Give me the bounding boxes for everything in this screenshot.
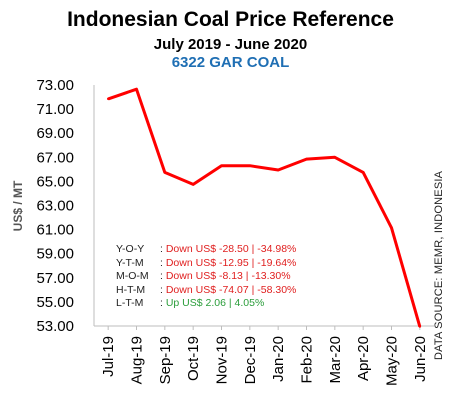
data-point — [163, 171, 167, 174]
x-tick-label: Sep-19 — [157, 336, 174, 384]
y-tick-label: 53.00 — [36, 318, 74, 335]
y-tick-label: 59.00 — [36, 246, 74, 263]
x-tick-label: Dec-19 — [242, 336, 259, 384]
x-tick-label: Oct-19 — [185, 336, 202, 381]
x-tick-label: Jun-20 — [412, 336, 429, 382]
data-point — [191, 183, 195, 186]
stat-label: M-O-M — [116, 270, 149, 282]
data-source-note: DATA SOURCE: MEMR, INDONESIA — [433, 170, 445, 360]
stat-value: Down US$ -12.95 | -19.64% — [165, 256, 297, 269]
y-axis-label: US$ / MT — [11, 180, 25, 231]
stat-row-ytm: Y-T-M: Down US$ -12.95 | -19.64% — [116, 256, 297, 269]
stat-label: Y-T-M — [116, 256, 144, 269]
data-point — [333, 156, 337, 159]
stat-value: Down US$ -28.50 | -34.98% — [165, 243, 297, 255]
data-point — [390, 226, 393, 229]
x-tick-label: Apr-20 — [355, 336, 372, 381]
x-tick-label: May-20 — [384, 336, 401, 386]
data-point — [305, 157, 308, 161]
y-tick-label: 55.00 — [36, 294, 74, 311]
y-tick-label: 63.00 — [36, 198, 74, 215]
x-tick-label: Nov-19 — [214, 336, 231, 384]
y-tick-label: 65.00 — [36, 173, 74, 190]
y-tick-label: 71.00 — [36, 101, 74, 118]
stat-value: Down US$ -8.13 | -13.30% — [165, 270, 291, 282]
x-tick-label: Jan-20 — [270, 336, 287, 382]
stat-row-mom: M-O-M: Down US$ -8.13 | -13.30% — [116, 270, 291, 282]
chart-title: Indonesian Coal Price Reference — [67, 8, 394, 31]
stat-value: Down US$ -74.07 | -58.30% — [165, 283, 297, 296]
chart-subtitle: July 2019 - June 2020 — [153, 36, 308, 53]
stat-label: Y-O-Y — [116, 243, 145, 255]
stat-label: L-T-M — [116, 297, 144, 309]
x-tick-label: Mar-20 — [327, 336, 344, 384]
data-point — [276, 168, 280, 172]
data-point — [220, 164, 223, 167]
data-point — [248, 164, 252, 167]
stat-row-htm: H-T-M: Down US$ -74.07 | -58.30% — [116, 283, 297, 296]
y-tick-label: 57.00 — [36, 270, 74, 287]
y-tick-label: 61.00 — [36, 222, 74, 239]
y-tick-label: 73.00 — [36, 77, 74, 94]
series-lines — [106, 87, 422, 328]
data-point — [418, 325, 422, 328]
data-point — [361, 171, 365, 174]
stat-row-ltm: L-T-M: Up US$ 2.06 | 4.05% — [116, 297, 265, 309]
y-tick-label: 69.00 — [36, 125, 74, 142]
data-point — [106, 97, 110, 101]
stats-box: Y-O-Y: Down US$ -28.50 | -34.98% Y-T-M: … — [116, 243, 296, 311]
series-line — [107, 87, 422, 328]
data-point — [135, 88, 138, 91]
axes — [93, 85, 434, 327]
x-tick-labels: Jul-19 Aug-19 Sep-19 Oct-19 Nov-19 Dec-19 Jan-… — [100, 326, 429, 386]
stat-value: Up US$ 2.06 | 4.05% — [165, 297, 265, 309]
y-tick-label: 67.00 — [36, 149, 74, 166]
x-tick-label: Feb-20 — [299, 336, 316, 384]
stat-label: H-T-M — [116, 283, 146, 296]
x-tick-label: Jul-19 — [100, 336, 117, 377]
y-tick-labels: 53.00 55.00 57.00 59.00 61.00 63.00 65.00 67.00… — [36, 77, 74, 335]
x-tick-label: Aug-19 — [129, 336, 146, 384]
stat-row-yoy: Y-O-Y: Down US$ -28.50 | -34.98% — [116, 243, 297, 255]
series-label: 6322 GAR COAL — [171, 54, 290, 71]
